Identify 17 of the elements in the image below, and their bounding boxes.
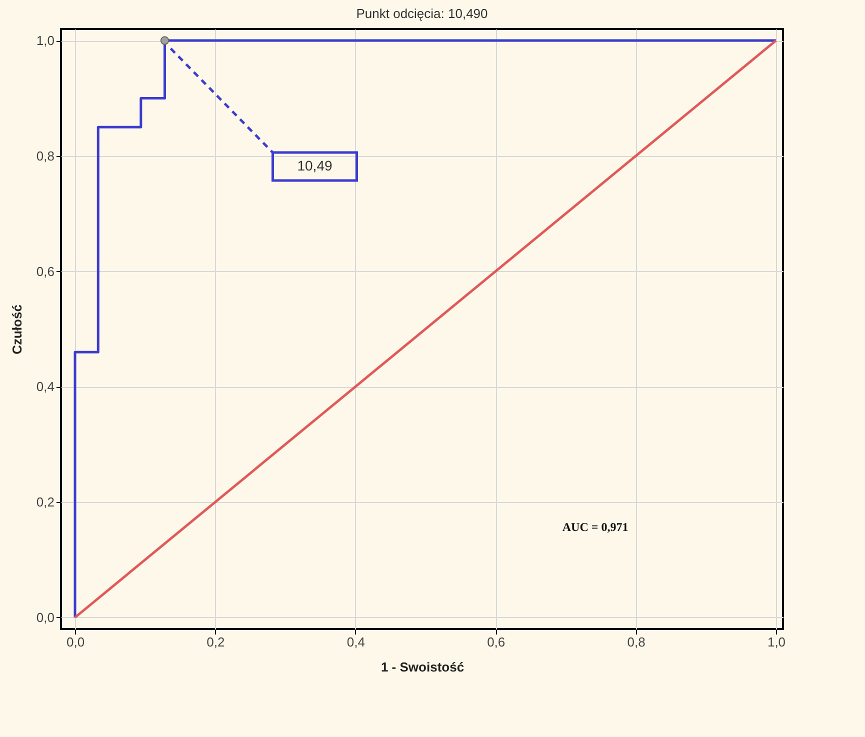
x-tick-label: 0,8 (627, 634, 646, 650)
x-tick-label: 0,0 (66, 634, 85, 650)
x-tick-label: 1,0 (767, 634, 786, 650)
y-tick-label: 0,8 (36, 148, 54, 164)
y-tick-label: 0,6 (36, 264, 54, 279)
annotation: AUC = 0,971 (562, 520, 628, 534)
y-tick-label: 1,0 (36, 33, 54, 48)
y-tick-label: 0,4 (36, 379, 54, 394)
y-tick-label: 0,2 (36, 494, 54, 510)
x-tick-label: 0,2 (206, 634, 225, 650)
y-axis-title: Czułość (9, 304, 24, 354)
x-tick-label: 0,4 (346, 634, 365, 650)
annotation: 10,49 (297, 158, 332, 174)
x-tick-label: 0,6 (487, 634, 506, 650)
chart-title: Punkt odcięcia: 10,490 (356, 6, 488, 21)
x-axis-title: 1 - Swoistość (380, 660, 464, 674)
y-tick-label: 0,0 (36, 610, 54, 625)
